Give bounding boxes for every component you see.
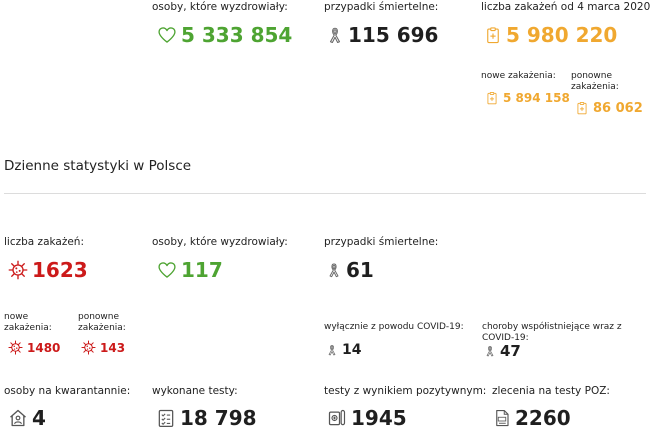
total-cases-value-row: 5 980 220 bbox=[484, 23, 617, 47]
total-deaths-value-row: 115 696 bbox=[326, 23, 438, 47]
total-re-cases-value: 86 062 bbox=[593, 100, 643, 116]
poz-document-icon bbox=[493, 407, 511, 429]
ribbon-icon bbox=[326, 260, 342, 280]
daily-new-infections-value: 1480 bbox=[27, 340, 61, 355]
daily-re-infections-value-row: 143 bbox=[81, 340, 125, 355]
daily-quarantine-value-row: 4 bbox=[8, 406, 46, 430]
daily-positive-tests-label: testy z wynikiem pozytywnym: bbox=[324, 385, 487, 397]
daily-covid-only-label: wyłącznie z powodu COVID-19: bbox=[324, 322, 464, 332]
daily-deaths-value-row: 61 bbox=[326, 258, 374, 282]
total-new-cases-value: 5 894 158 bbox=[503, 91, 570, 105]
daily-re-infections-label: ponowne zakażenia: bbox=[78, 312, 126, 333]
daily-recovered-value-row: 117 bbox=[157, 258, 223, 282]
test-tube-icon bbox=[327, 407, 347, 429]
daily-quarantine-value: 4 bbox=[32, 406, 46, 430]
heart-icon bbox=[157, 25, 177, 45]
daily-recovered-value: 117 bbox=[181, 258, 223, 282]
daily-recovered-label: osoby, które wyzdrowiały: bbox=[152, 236, 288, 248]
clipboard-plus-icon bbox=[485, 90, 499, 106]
daily-deaths-value: 61 bbox=[346, 258, 374, 282]
total-cases-value: 5 980 220 bbox=[506, 23, 618, 47]
total-new-cases-value-row: 5 894 158 bbox=[485, 90, 570, 106]
total-cases-label: liczba zakażeń od 4 marca 2020: bbox=[481, 1, 650, 13]
daily-poz-orders-label: zlecenia na testy POZ: bbox=[492, 385, 610, 397]
total-recovered-value: 5 333 854 bbox=[181, 23, 293, 47]
daily-tests-value-row: 18 798 bbox=[156, 406, 257, 430]
total-recovered-value-row: 5 333 854 bbox=[157, 23, 292, 47]
daily-tests-label: wykonane testy: bbox=[152, 385, 238, 397]
daily-infections-value-row: 1623 bbox=[8, 258, 88, 282]
daily-infections-label: liczba zakażeń: bbox=[4, 236, 84, 248]
daily-covid-only-value: 14 bbox=[342, 342, 362, 358]
daily-positive-tests-value: 1945 bbox=[351, 406, 407, 430]
daily-comorbid-label: choroby współistniejące wraz z COVID-19: bbox=[482, 322, 622, 343]
daily-positive-tests-value-row: 1945 bbox=[327, 406, 407, 430]
daily-deaths-label: przypadki śmiertelne: bbox=[324, 236, 439, 248]
daily-re-infections-value: 143 bbox=[100, 340, 126, 355]
daily-covid-only-value-row: 14 bbox=[326, 342, 361, 358]
clipboard-plus-icon bbox=[484, 24, 502, 46]
daily-poz-orders-value-row: 2260 bbox=[493, 406, 571, 430]
ribbon-icon bbox=[326, 25, 344, 45]
total-deaths-value: 115 696 bbox=[348, 23, 439, 47]
virus-icon bbox=[8, 340, 23, 355]
total-deaths-label: przypadki śmiertelne: bbox=[324, 1, 439, 13]
daily-new-infections-value-row: 1480 bbox=[8, 340, 60, 355]
daily-infections-value: 1623 bbox=[32, 258, 88, 282]
daily-comorbid-value-row: 47 bbox=[484, 342, 521, 360]
daily-tests-value: 18 798 bbox=[180, 406, 257, 430]
checklist-icon bbox=[156, 407, 176, 429]
total-new-cases-label: nowe zakażenia: bbox=[481, 71, 556, 81]
house-person-icon bbox=[8, 408, 28, 428]
ribbon-icon bbox=[326, 342, 338, 358]
section-divider bbox=[4, 193, 646, 194]
total-recovered-label: osoby, które wyzdrowiały: bbox=[152, 1, 288, 13]
daily-new-infections-label: nowe zakażenia: bbox=[4, 312, 52, 333]
daily-quarantine-label: osoby na kwarantannie: bbox=[4, 385, 131, 397]
virus-icon bbox=[81, 340, 96, 355]
total-re-cases-value-row: 86 062 bbox=[575, 100, 643, 116]
daily-comorbid-value: 47 bbox=[500, 342, 521, 360]
heart-icon bbox=[157, 260, 177, 280]
clipboard-plus-icon bbox=[575, 100, 589, 116]
total-re-cases-label: ponowne zakażenia: bbox=[571, 71, 619, 92]
daily-poz-orders-value: 2260 bbox=[515, 406, 571, 430]
virus-icon bbox=[8, 260, 28, 280]
daily-section-title: Dzienne statystyki w Polsce bbox=[4, 158, 192, 174]
ribbon-icon bbox=[484, 343, 496, 359]
